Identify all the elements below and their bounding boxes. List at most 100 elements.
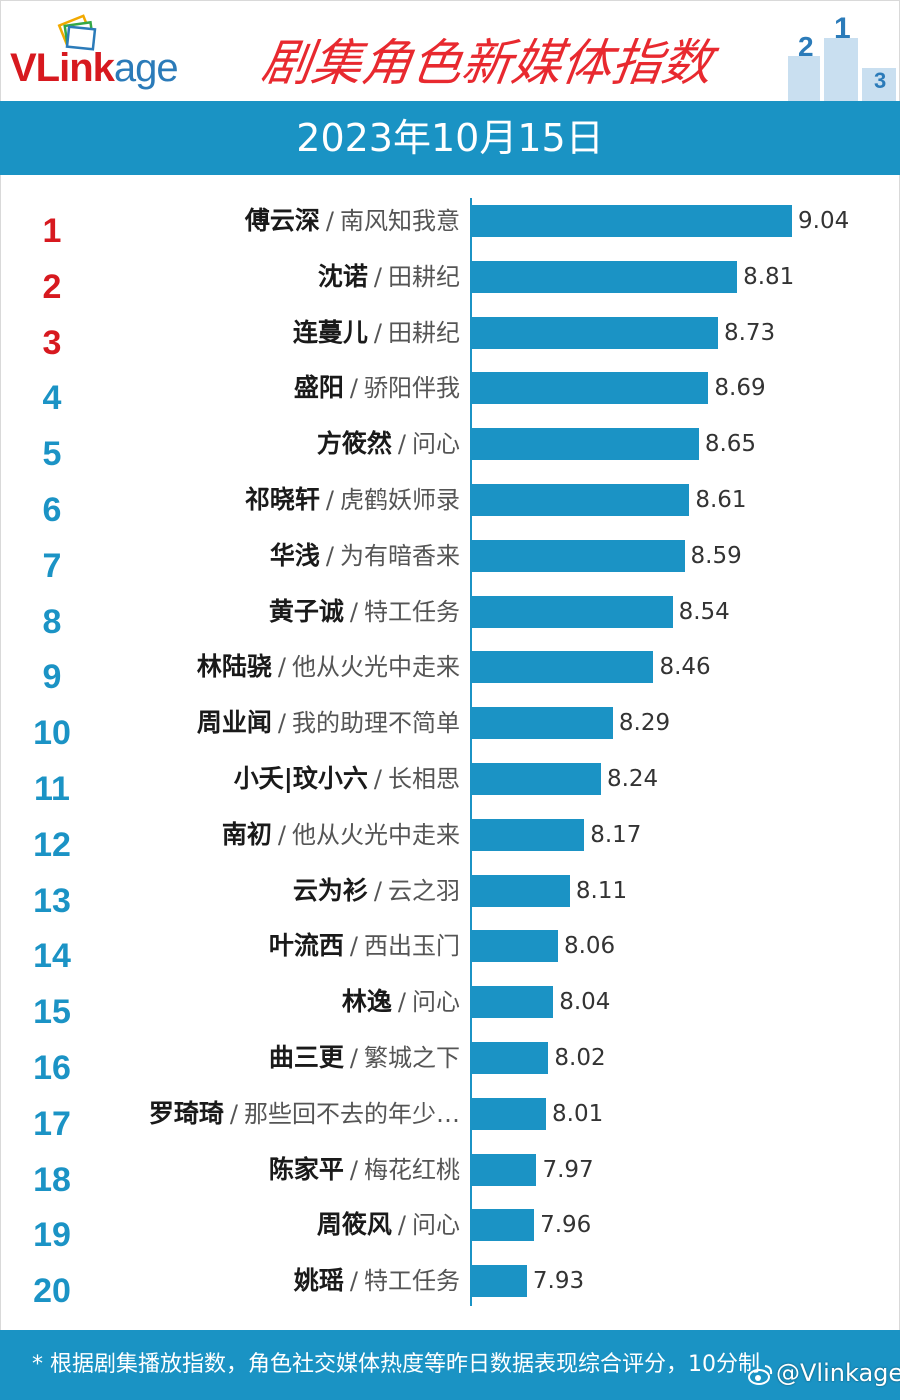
- rank-number: 5: [42, 435, 62, 474]
- value-label: 8.29: [618, 710, 671, 737]
- row-label: 曲三更 / 繁城之下: [90, 1038, 460, 1078]
- value-label: 8.59: [690, 542, 742, 569]
- svg-text:1: 1: [834, 12, 851, 45]
- weibo-icon: [748, 1365, 773, 1385]
- logo-cards-icon: [57, 14, 97, 51]
- row-label: 黄子诚 / 特工任务: [90, 592, 460, 632]
- value-label: 9.04: [798, 208, 850, 234]
- value-label: 8.65: [704, 431, 757, 458]
- drama-name: 问心: [412, 988, 460, 1017]
- label-separator: /: [325, 541, 334, 570]
- drama-name: 问心: [412, 430, 460, 459]
- row-label: 傅云深 / 南风知我意: [90, 201, 460, 241]
- drama-name: 长相思: [388, 765, 460, 793]
- vlinkage-logo: VLinkage: [10, 14, 200, 90]
- role-name: 周筱风: [316, 1210, 392, 1240]
- drama-name: 虎鹤妖师录: [340, 486, 460, 514]
- row-label: 陈家平 / 梅花红桃: [90, 1150, 460, 1190]
- podium-icon: 2 1 3: [788, 12, 896, 102]
- row-label: 南初 / 他从火光中走来: [90, 815, 460, 855]
- row-label: 林陆骁 / 他从火光中走来: [90, 647, 460, 687]
- label-separator: /: [373, 876, 382, 905]
- row-label: 林逸 / 问心: [90, 982, 460, 1022]
- chart-axis-line: [470, 198, 472, 1306]
- rank-number: 11: [34, 770, 70, 808]
- role-name: 曲三更: [268, 1043, 344, 1072]
- value-label: 8.69: [714, 375, 766, 402]
- page-title: 剧集角色新媒体指数: [257, 34, 717, 92]
- rank-number: 17: [33, 1104, 71, 1143]
- bar: [472, 260, 738, 293]
- label-separator: /: [229, 1099, 238, 1128]
- bar: [472, 930, 558, 963]
- rank-number: 7: [42, 546, 62, 585]
- row-label: 叶流西 / 西出玉门: [90, 926, 460, 966]
- role-name: 小夭|玟小六: [233, 764, 368, 793]
- role-name: 沈诺: [317, 261, 368, 291]
- label-separator: /: [397, 1211, 406, 1240]
- rank-number: 9: [42, 658, 62, 697]
- bar: [472, 986, 554, 1019]
- row-label: 姚瑶 / 特工任务: [90, 1261, 460, 1301]
- rank-number: 12: [33, 825, 71, 864]
- role-name: 林陆骁: [196, 652, 272, 682]
- drama-name: 那些回不去的年少…: [244, 1099, 460, 1128]
- rank-number: 19: [33, 1216, 71, 1255]
- drama-name: 特工任务: [364, 597, 460, 626]
- label-separator: /: [397, 988, 406, 1017]
- role-name: 方筱然: [316, 429, 392, 459]
- role-name: 黄子诚: [268, 596, 344, 626]
- drama-name: 南风知我意: [340, 207, 460, 235]
- value-label: 7.96: [540, 1212, 592, 1239]
- bar: [472, 428, 699, 461]
- bar: [472, 595, 673, 628]
- rank-number: 16: [33, 1049, 71, 1087]
- bar: [472, 484, 690, 516]
- drama-name: 西出玉门: [364, 932, 460, 961]
- date-label: 2023年10月15日: [296, 116, 604, 160]
- label-separator: /: [325, 207, 334, 235]
- logo-prefix: VLink: [10, 46, 115, 90]
- value-label: 8.04: [559, 989, 611, 1016]
- label-separator: /: [277, 820, 286, 849]
- value-label: 8.01: [552, 1100, 604, 1127]
- rank-number: 6: [42, 491, 62, 529]
- drama-name: 繁城之下: [364, 1044, 460, 1072]
- drama-name: 为有暗香来: [340, 541, 460, 570]
- value-label: 8.02: [554, 1045, 606, 1071]
- label-separator: /: [349, 597, 358, 626]
- label-separator: /: [349, 1044, 358, 1072]
- label-separator: /: [349, 932, 358, 961]
- bar: [472, 763, 601, 795]
- drama-name: 我的助理不简单: [292, 709, 460, 738]
- logo-text: VLinkage: [10, 46, 179, 90]
- role-name: 祁晓轩: [244, 485, 320, 514]
- row-label: 沈诺 / 田耕纪: [90, 257, 460, 297]
- rank-number: 14: [33, 937, 71, 976]
- label-separator: /: [373, 765, 382, 793]
- rank-number: 1: [42, 212, 62, 250]
- label-separator: /: [277, 709, 286, 738]
- row-label: 盛阳 / 骄阳伴我: [90, 368, 460, 408]
- bar: [472, 1097, 547, 1130]
- rank-number: 10: [33, 714, 71, 753]
- bar: [472, 651, 654, 684]
- drama-name: 田耕纪: [388, 262, 460, 291]
- drama-name: 梅花红桃: [364, 1155, 460, 1184]
- value-label: 8.46: [659, 654, 711, 681]
- drama-name: 云之羽: [388, 876, 460, 905]
- role-name: 叶流西: [268, 931, 344, 961]
- svg-text:3: 3: [874, 68, 886, 93]
- rank-number: 15: [33, 993, 71, 1032]
- drama-name: 田耕纪: [388, 318, 460, 347]
- role-name: 盛阳: [293, 373, 344, 403]
- watermark-text: @Vlinkage: [776, 1359, 900, 1387]
- row-label: 云为衫 / 云之羽: [90, 871, 460, 911]
- bar: [472, 316, 718, 349]
- role-name: 华浅: [269, 540, 320, 570]
- value-label: 7.97: [542, 1156, 594, 1183]
- value-label: 8.61: [695, 487, 747, 513]
- role-name: 傅云深: [244, 206, 320, 235]
- value-label: 8.17: [590, 821, 642, 848]
- rank-number: 8: [42, 602, 62, 641]
